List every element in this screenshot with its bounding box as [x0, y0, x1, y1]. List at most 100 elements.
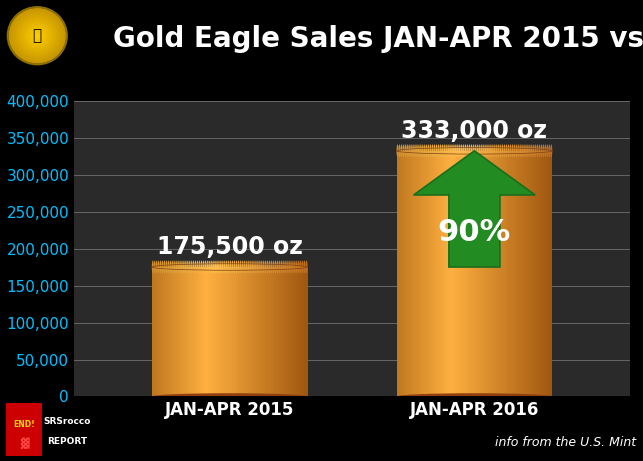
Ellipse shape: [36, 35, 39, 37]
Ellipse shape: [498, 144, 500, 157]
Bar: [403, 151, 404, 396]
Bar: [541, 151, 543, 396]
Ellipse shape: [243, 260, 245, 273]
Ellipse shape: [167, 260, 169, 273]
Bar: [490, 151, 492, 396]
Ellipse shape: [461, 144, 463, 157]
Bar: [235, 267, 237, 396]
Ellipse shape: [259, 260, 261, 273]
Ellipse shape: [401, 144, 403, 157]
Ellipse shape: [305, 260, 307, 273]
Bar: [210, 267, 212, 396]
Ellipse shape: [204, 260, 206, 273]
Ellipse shape: [424, 144, 426, 157]
Ellipse shape: [494, 144, 496, 157]
Bar: [488, 151, 490, 396]
Bar: [437, 151, 439, 396]
Ellipse shape: [548, 144, 550, 157]
Bar: [531, 151, 533, 396]
Bar: [420, 151, 422, 396]
Ellipse shape: [181, 260, 183, 273]
Bar: [406, 151, 408, 396]
Ellipse shape: [408, 144, 410, 157]
Bar: [519, 151, 521, 396]
Ellipse shape: [16, 15, 59, 56]
Ellipse shape: [154, 260, 156, 273]
Text: REPORT: REPORT: [47, 437, 87, 446]
Ellipse shape: [249, 260, 251, 273]
Ellipse shape: [505, 144, 507, 157]
Bar: [547, 151, 548, 396]
Ellipse shape: [535, 144, 537, 157]
Bar: [265, 267, 267, 396]
Bar: [486, 151, 488, 396]
Bar: [463, 151, 465, 396]
Bar: [467, 151, 469, 396]
Ellipse shape: [445, 144, 447, 157]
Bar: [173, 267, 175, 396]
Bar: [494, 151, 496, 396]
Bar: [416, 151, 418, 396]
Bar: [290, 267, 292, 396]
Bar: [169, 267, 171, 396]
Ellipse shape: [426, 144, 428, 157]
Bar: [543, 151, 545, 396]
Ellipse shape: [416, 144, 418, 157]
Bar: [418, 151, 420, 396]
Bar: [424, 151, 426, 396]
Bar: [529, 151, 531, 396]
Ellipse shape: [169, 260, 171, 273]
Ellipse shape: [165, 260, 167, 273]
Bar: [253, 267, 255, 396]
Bar: [257, 267, 259, 396]
Ellipse shape: [397, 393, 552, 400]
Bar: [480, 151, 482, 396]
Ellipse shape: [507, 144, 509, 157]
Bar: [482, 151, 484, 396]
Ellipse shape: [189, 260, 191, 273]
Bar: [292, 267, 294, 396]
Ellipse shape: [463, 144, 465, 157]
Ellipse shape: [303, 260, 305, 273]
Bar: [167, 267, 169, 396]
Bar: [284, 267, 286, 396]
Bar: [397, 151, 399, 396]
Bar: [535, 151, 537, 396]
Bar: [156, 267, 158, 396]
Bar: [241, 267, 243, 396]
Bar: [269, 267, 271, 396]
Bar: [303, 267, 305, 396]
Ellipse shape: [403, 144, 404, 157]
Ellipse shape: [228, 260, 230, 273]
Ellipse shape: [509, 144, 511, 157]
Ellipse shape: [251, 260, 253, 273]
Ellipse shape: [263, 260, 265, 273]
Bar: [206, 267, 208, 396]
Bar: [533, 151, 535, 396]
Ellipse shape: [226, 260, 228, 273]
Bar: [513, 151, 515, 396]
Bar: [473, 151, 475, 396]
Ellipse shape: [235, 260, 237, 273]
Ellipse shape: [210, 260, 212, 273]
Ellipse shape: [163, 260, 165, 273]
Bar: [428, 151, 430, 396]
Bar: [500, 151, 502, 396]
Bar: [165, 267, 167, 396]
Ellipse shape: [22, 21, 53, 50]
Bar: [439, 151, 441, 396]
Bar: [197, 267, 199, 396]
Bar: [426, 151, 428, 396]
Bar: [412, 151, 414, 396]
Ellipse shape: [201, 260, 203, 273]
Ellipse shape: [441, 144, 443, 157]
Ellipse shape: [521, 144, 523, 157]
Ellipse shape: [406, 144, 408, 157]
Ellipse shape: [484, 144, 486, 157]
Ellipse shape: [550, 144, 552, 157]
Ellipse shape: [533, 144, 535, 157]
Ellipse shape: [12, 12, 62, 60]
Bar: [449, 151, 451, 396]
Bar: [280, 267, 282, 396]
Ellipse shape: [241, 260, 243, 273]
